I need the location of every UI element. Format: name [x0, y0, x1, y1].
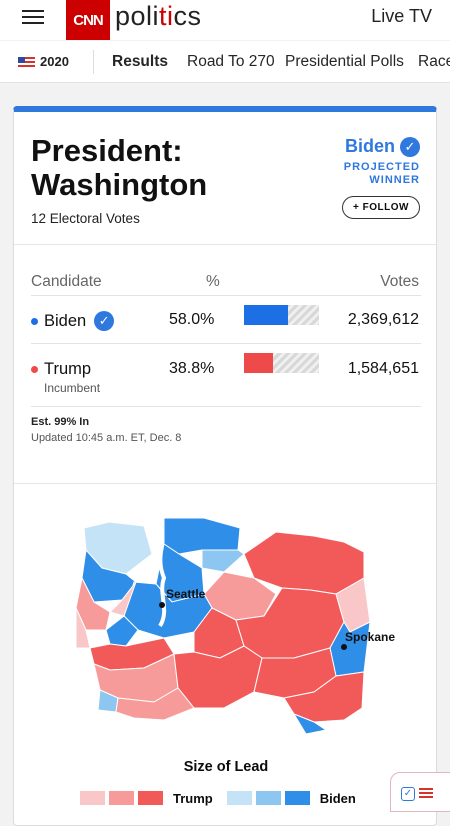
follow-button[interactable]: + FOLLOW [342, 196, 420, 219]
divider [14, 483, 436, 484]
legend-swatch-biden-dark [284, 791, 310, 805]
nav-presidential-polls[interactable]: Presidential Polls [285, 53, 404, 70]
check-icon: ✓ [94, 311, 115, 331]
legend-swatch-biden-light [226, 791, 252, 805]
legend-swatch-trump-light [80, 791, 105, 805]
title-line-1: President: [31, 133, 183, 168]
menu-icon[interactable] [22, 6, 44, 28]
vote-share-fill [244, 353, 274, 373]
election-subnav: 2020 Results Road To 270 Presidential Po… [0, 41, 450, 83]
title-line-2: Washington [31, 167, 208, 202]
nav-results[interactable]: Results [112, 53, 168, 70]
county-shape[interactable] [163, 517, 241, 555]
county-shape[interactable] [201, 549, 245, 573]
city-label-spokane: Spokane [345, 630, 395, 644]
county-shape[interactable] [115, 687, 195, 721]
row-divider [31, 406, 421, 407]
legend-label-trump: Trump [173, 790, 213, 806]
vote-share-bar [244, 353, 319, 373]
vote-share-bar [244, 305, 319, 325]
spokane-marker [341, 644, 347, 650]
year-label: 2020 [40, 54, 69, 69]
county-shape[interactable] [292, 712, 328, 735]
page-title: President: Washington [31, 134, 207, 202]
county-map[interactable]: Seattle Spokane [14, 498, 436, 758]
year-selector[interactable]: 2020 [18, 54, 69, 69]
us-flag-icon [18, 56, 35, 67]
winner-name: Biden ✓ [345, 136, 420, 157]
vote-share-fill [244, 305, 288, 325]
live-tv-link[interactable]: Live TV [371, 6, 432, 26]
puget-sound-water [158, 527, 167, 628]
legend-swatch-trump-mid [109, 791, 134, 805]
dot-icon [31, 317, 38, 325]
section-name-part-3: cs [173, 1, 202, 31]
section-name-part-2: ti [159, 1, 174, 31]
dot-icon [31, 366, 38, 373]
seattle-marker [159, 602, 165, 608]
column-header-votes: Votes [380, 273, 419, 290]
electoral-votes: 12 Electoral Votes [31, 211, 140, 226]
section-name-part-1: poli [115, 1, 160, 31]
projected-line-1: PROJECTED [343, 161, 420, 173]
legend-swatch-trump-dark [138, 791, 163, 805]
county-shape[interactable] [105, 615, 139, 647]
candidate-name-label: Biden [44, 311, 87, 330]
subnav-divider [93, 50, 94, 74]
nav-road-to-270[interactable]: Road To 270 [187, 53, 275, 70]
washington-map: Seattle Spokane [75, 517, 395, 735]
projected-winner-label: PROJECTED WINNER [300, 161, 420, 187]
cnn-logo[interactable]: CNN [66, 0, 110, 40]
candidate-votes: 2,369,612 [347, 311, 419, 328]
top-bar: CNN politics Live TV [0, 0, 450, 40]
candidate-votes: 1,584,651 [347, 360, 419, 377]
updated-timestamp: Updated 10:45 a.m. ET, Dec. 8 [31, 432, 182, 444]
candidate-pct: 38.8% [169, 360, 215, 377]
lead-legend: Trump Biden [80, 788, 370, 808]
section-name[interactable]: politics [115, 1, 202, 32]
projected-line-2: WINNER [369, 174, 420, 186]
legend-title: Size of Lead [183, 759, 269, 775]
estimated-in: Est. 99% In [31, 416, 90, 428]
winner-name-label: Biden [344, 136, 395, 156]
incumbent-label: Incumbent [44, 381, 101, 395]
candidate-name: Biden ✓ [31, 311, 115, 331]
city-label-seattle: Seattle [166, 587, 206, 601]
row-divider [31, 343, 421, 344]
divider [14, 244, 436, 245]
legend-label-biden: Biden [319, 790, 356, 806]
candidate-name: Trump [31, 360, 91, 379]
nav-race[interactable]: Race [418, 53, 450, 70]
candidate-pct: 58.0% [169, 311, 215, 328]
check-icon: ✓ [400, 136, 420, 157]
flag-icon [419, 788, 433, 799]
race-card: President: Washington 12 Electoral Votes … [13, 106, 437, 826]
candidate-name-label: Trump [44, 360, 92, 378]
legend-swatch-biden-mid [255, 791, 281, 805]
column-header-pct: % [206, 273, 220, 290]
ballot-widget-button[interactable]: ✓ [390, 772, 450, 812]
checkbox-icon: ✓ [401, 787, 415, 801]
column-header-candidate: Candidate [31, 273, 102, 290]
row-divider [31, 295, 421, 296]
